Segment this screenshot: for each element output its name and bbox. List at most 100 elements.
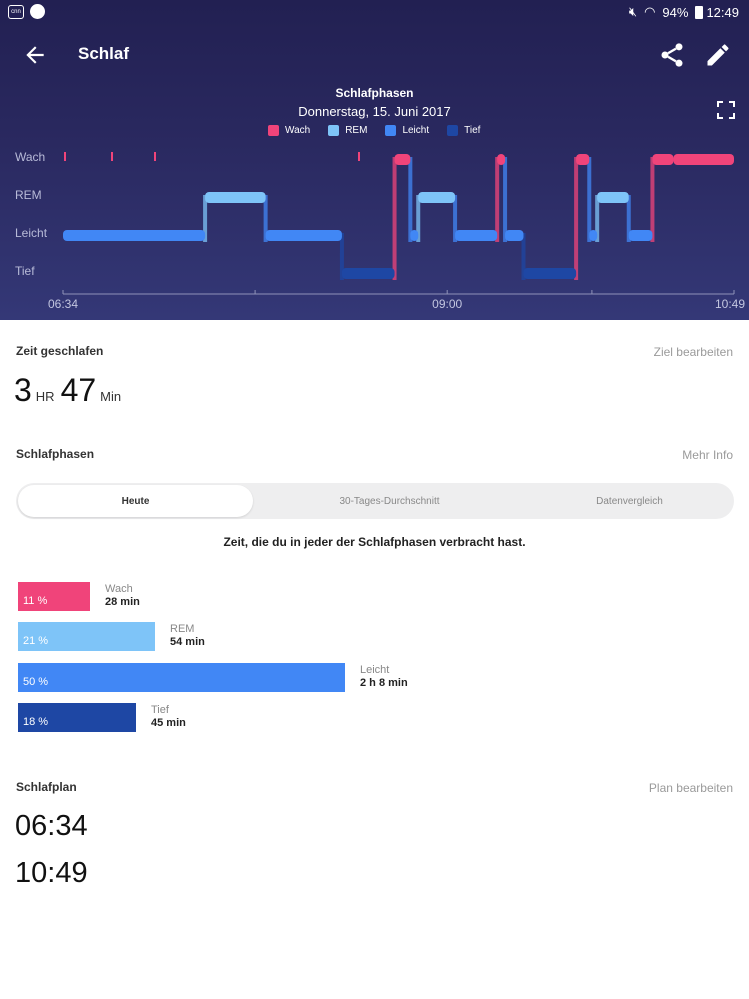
edit-plan-link[interactable]: Plan bearbeiten: [648, 781, 733, 795]
stage-transition: [203, 195, 208, 242]
messenger-icon: [30, 4, 45, 19]
legend-item-leicht: Leicht: [385, 125, 429, 136]
page-title: Schlaf: [78, 44, 130, 63]
phase-name: REM: [170, 623, 195, 635]
wake-spike: [154, 152, 156, 161]
stage-transition: [392, 157, 397, 280]
phase-duration: 28 min: [105, 596, 140, 608]
legend-label: Wach: [285, 125, 311, 136]
clock: 12:49: [706, 4, 739, 20]
x-tick-label: 10:49: [715, 297, 745, 311]
phases-explanation: Zeit, die du in jeder der Schlafphasen v…: [223, 535, 526, 549]
legend-swatch: [268, 125, 279, 136]
stage-segment: [589, 230, 598, 241]
phase-duration: 2 h 8 min: [360, 677, 408, 689]
phase-duration: 45 min: [151, 717, 186, 729]
status-bar: cnn 🔇︎ ◠ 94% 12:49: [0, 0, 749, 24]
stage-transition: [626, 195, 631, 242]
app-bar: Schlaf: [0, 32, 749, 78]
stage-segment: [505, 230, 524, 241]
stage-segment: [341, 268, 395, 279]
stage-segment: [597, 192, 629, 203]
legend-swatch: [385, 125, 397, 136]
more-info-link[interactable]: Mehr Info: [682, 448, 733, 462]
phase-bar-tief: 18 %: [18, 703, 136, 732]
stage-transition: [263, 195, 268, 242]
legend-item-rem: REM: [328, 125, 367, 136]
stage-transition: [495, 157, 500, 242]
plan-end-time: 10:49: [15, 857, 88, 889]
phase-duration: 54 min: [170, 636, 205, 648]
phase-percent: 50 %: [23, 676, 49, 688]
battery-icon: [695, 5, 704, 19]
legend-swatch: [447, 125, 459, 136]
legend-item-wach: Wach: [268, 125, 310, 136]
stage-segment: [497, 154, 506, 165]
hours-value: 3: [14, 372, 32, 408]
mute-icon: 🔇︎: [628, 4, 638, 19]
legend-label: Leicht: [402, 125, 430, 136]
stage-segment: [628, 230, 653, 241]
stage-segment: [265, 230, 342, 241]
tab-comparison[interactable]: Datenvergleich: [596, 495, 663, 507]
plan-start-time: 06:34: [15, 810, 88, 842]
hours-unit: HR: [35, 389, 55, 404]
stage-segment: [455, 230, 498, 241]
stage-segment: [576, 154, 590, 165]
news-app-icon: cnn: [8, 4, 24, 19]
stage-segment: [418, 192, 456, 203]
stage-transition: [503, 157, 508, 242]
stage-transition: [416, 195, 421, 242]
wake-spike: [358, 152, 360, 161]
sleep-time-heading: Zeit geschlafen: [16, 344, 104, 358]
stage-transition: [650, 157, 655, 242]
stage-segment: [673, 154, 734, 165]
legend-label: REM: [345, 125, 368, 136]
phases-tab-switcher: Heute 30-Tages-Durchschnitt Datenverglei…: [16, 483, 734, 519]
stage-segment: [523, 268, 577, 279]
stage-segment: [63, 230, 206, 241]
chart-title: Schlafphasen: [335, 86, 414, 100]
stage-segment: [410, 230, 419, 241]
wake-spike: [111, 152, 113, 161]
phase-bar-wach: 11 %: [18, 582, 90, 611]
share-icon[interactable]: [658, 41, 686, 69]
x-tick-label: 09:00: [432, 297, 462, 311]
tab-30-day-average[interactable]: 30-Tages-Durchschnitt: [339, 495, 440, 507]
wake-spike: [64, 152, 66, 161]
stage-label: Leicht: [15, 226, 48, 240]
hypnogram-chart: Wach REM Leicht Tief 06:34 09:00 10:49: [15, 150, 745, 311]
stage-transition: [453, 195, 458, 242]
arrow-back-icon[interactable]: [22, 42, 48, 68]
phase-bar-leicht: 50 %: [18, 663, 345, 692]
stage-transition: [574, 157, 579, 280]
stage-segment: [394, 154, 411, 165]
stage-segment: [652, 154, 674, 165]
fullscreen-icon[interactable]: [716, 100, 736, 120]
chart-date: Donnerstag, 15. Juni 2017: [298, 104, 451, 119]
sleep-chart-panel: cnn 🔇︎ ◠ 94% 12:49 Schlaf Schlafphasen D…: [0, 0, 749, 320]
stage-transition: [339, 233, 344, 280]
phase-name: Tief: [151, 704, 169, 716]
tab-today[interactable]: Heute: [18, 485, 253, 517]
stage-segment: [205, 192, 266, 203]
phase-name: Wach: [105, 583, 133, 595]
sleep-duration: 3 HR 47 Min: [14, 372, 127, 409]
battery-level: 94%: [662, 4, 689, 20]
stage-transition: [587, 157, 592, 242]
pencil-icon[interactable]: [704, 41, 732, 69]
phases-heading: Schlafphasen: [16, 447, 95, 461]
phase-percent: 21 %: [23, 635, 49, 647]
x-tick-label: 06:34: [48, 297, 78, 311]
stage-transition: [408, 157, 413, 242]
legend-label: Tief: [464, 125, 481, 136]
stage-label: Wach: [15, 150, 45, 164]
phase-name: Leicht: [360, 664, 390, 676]
phase-percent: 11 %: [23, 595, 48, 607]
legend-item-tief: Tief: [447, 125, 480, 136]
legend-swatch: [328, 125, 340, 136]
plan-heading: Schlafplan: [16, 780, 77, 794]
edit-goal-link[interactable]: Ziel bearbeiten: [653, 345, 733, 359]
wifi-icon: ◠: [644, 4, 656, 19]
chart-legend: Wach REM Leicht Tief: [268, 125, 480, 136]
